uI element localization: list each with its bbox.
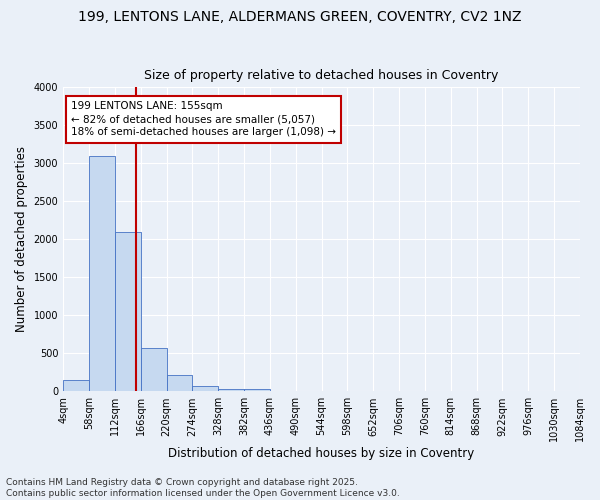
Text: 199 LENTONS LANE: 155sqm
← 82% of detached houses are smaller (5,057)
18% of sem: 199 LENTONS LANE: 155sqm ← 82% of detach… [71, 101, 336, 138]
Bar [167, 376, 193, 392]
Text: Contains HM Land Registry data © Crown copyright and database right 2025.
Contai: Contains HM Land Registry data © Crown c… [6, 478, 400, 498]
Bar [89, 156, 115, 392]
Y-axis label: Number of detached properties: Number of detached properties [15, 146, 28, 332]
Bar [193, 386, 218, 392]
Text: 199, LENTONS LANE, ALDERMANS GREEN, COVENTRY, CV2 1NZ: 199, LENTONS LANE, ALDERMANS GREEN, COVE… [78, 10, 522, 24]
Title: Size of property relative to detached houses in Coventry: Size of property relative to detached ho… [145, 69, 499, 82]
Bar [218, 388, 244, 392]
Bar [244, 390, 270, 392]
Bar [140, 348, 167, 392]
Bar [115, 232, 140, 392]
X-axis label: Distribution of detached houses by size in Coventry: Distribution of detached houses by size … [169, 447, 475, 460]
Bar [63, 380, 89, 392]
